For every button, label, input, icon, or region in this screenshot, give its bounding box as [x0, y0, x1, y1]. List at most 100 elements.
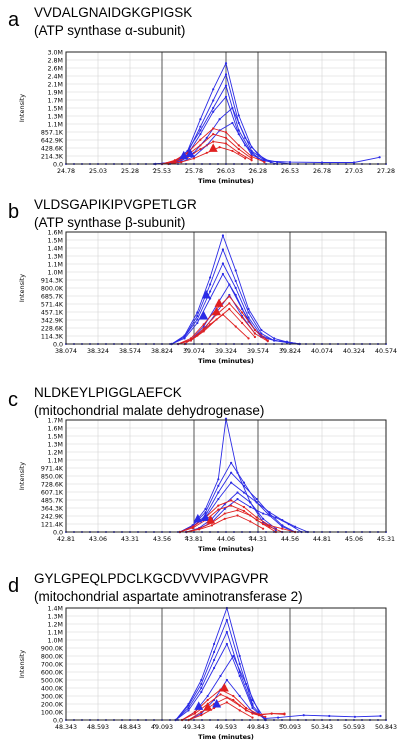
red-trace	[184, 314, 249, 345]
blue-point	[241, 307, 244, 311]
x-tick-label: 45.31	[377, 536, 395, 543]
x-tick-label: 26.78	[313, 168, 331, 175]
blue-point	[238, 662, 241, 666]
x-tick-marker: ^	[184, 535, 189, 543]
blue-point	[234, 269, 237, 272]
blue-point	[238, 694, 241, 698]
red-point	[237, 144, 240, 147]
x-tick-label: 49.343	[183, 724, 205, 731]
blue-point	[273, 339, 276, 342]
x-tick-label: 25.53	[153, 168, 171, 175]
blue-point	[232, 654, 235, 658]
blue-point	[255, 501, 258, 504]
x-tick-label: 43.56	[153, 536, 171, 543]
y-tick-label: 121.4K	[41, 522, 64, 529]
blue-point	[274, 516, 278, 519]
blue-point	[209, 276, 212, 279]
blue-point	[230, 481, 233, 484]
y-tick-label: 342.9K	[41, 317, 64, 324]
blue-point	[221, 272, 225, 276]
red-point	[241, 321, 244, 325]
red-point	[230, 499, 233, 502]
red-point	[253, 332, 257, 335]
panel-letter: d	[8, 575, 19, 597]
blue-point	[205, 136, 208, 139]
x-tick-label: 43.81	[185, 536, 203, 543]
red-point	[237, 151, 240, 154]
blue-point	[276, 716, 280, 719]
y-tick-label: 1.6M	[48, 230, 63, 237]
blue-point	[244, 682, 248, 686]
x-tick-marker: ^	[280, 347, 285, 355]
red-point	[244, 157, 247, 160]
blue-point	[196, 314, 199, 318]
plot-frame	[65, 51, 387, 165]
blue-point	[223, 503, 226, 506]
red-point	[212, 133, 215, 136]
blue-point	[187, 704, 190, 707]
protein-subtitle: (mitochondrial malate dehydrogenase)	[34, 403, 264, 418]
panel-letter: b	[8, 201, 19, 223]
y-tick-label: 800.0K	[41, 286, 64, 293]
blue-point	[225, 618, 228, 622]
blue-point	[225, 678, 228, 682]
blue-point	[224, 62, 228, 65]
blue-point	[268, 511, 271, 514]
panel-letter: a	[8, 9, 20, 31]
blue-point	[238, 674, 241, 678]
red-point	[283, 712, 286, 715]
blue-point	[287, 522, 290, 526]
blue-point	[196, 321, 199, 325]
blue-point	[196, 318, 199, 321]
x-tick-label: 50.093	[279, 724, 301, 731]
red-point	[223, 512, 226, 515]
blue-point	[242, 491, 246, 494]
blue-point	[353, 715, 356, 718]
blue-trace	[175, 643, 266, 721]
blue-point	[352, 161, 356, 164]
red-point	[217, 508, 220, 511]
blue-point	[262, 517, 265, 520]
blue-point	[206, 694, 209, 698]
red-point	[199, 147, 202, 151]
red-point	[206, 698, 209, 702]
red-point	[266, 340, 269, 343]
x-tick-label: 27.28	[377, 168, 395, 175]
red-point	[180, 161, 183, 164]
blue-point	[186, 149, 189, 153]
red-trace	[177, 295, 268, 345]
red-point	[218, 146, 221, 149]
y-tick-label: 2.4M	[48, 74, 63, 81]
y-tick-label: 2.1M	[48, 81, 63, 88]
blue-point	[219, 674, 222, 678]
blue-point	[285, 340, 289, 343]
x-tick-marker: ^	[184, 347, 189, 355]
x-tick-label: 24.78	[57, 168, 75, 175]
x-tick-label: 43.31	[121, 536, 139, 543]
x-tick-label: 45.06	[345, 536, 363, 543]
blue-point	[244, 136, 247, 139]
y-tick-label: 1.1M	[48, 122, 63, 129]
protein-subtitle: (ATP synthase α-subunit)	[34, 23, 185, 38]
blue-point	[202, 325, 205, 328]
red-point	[238, 704, 241, 707]
blue-point	[204, 507, 207, 511]
blue-point	[273, 337, 276, 340]
y-tick-label: 850.0K	[41, 474, 64, 481]
blue-point	[257, 710, 260, 714]
plot-frame	[65, 419, 387, 533]
y-tick-label: 1.5M	[48, 106, 63, 113]
red-point	[224, 131, 228, 134]
protein-subtitle: (mitochondrial aspartate aminotransferas…	[34, 589, 303, 604]
red-point	[228, 307, 231, 311]
red-point	[221, 313, 225, 316]
x-tick-label: 26.03	[217, 168, 235, 175]
blue-point	[212, 88, 215, 91]
red-point	[199, 144, 202, 147]
blue-point	[224, 73, 228, 76]
red-point	[250, 155, 253, 158]
x-tick-label: 48.593	[87, 724, 109, 731]
red-point	[251, 716, 254, 719]
y-tick-label: 1.0M	[48, 269, 63, 276]
red-point	[225, 696, 228, 699]
